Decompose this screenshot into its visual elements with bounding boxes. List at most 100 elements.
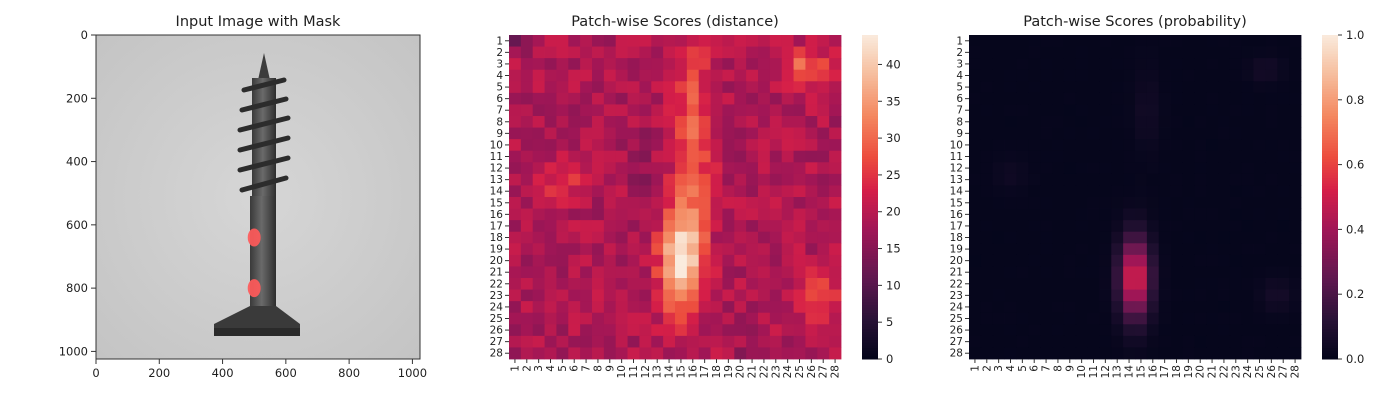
heatmap-cell [980, 289, 994, 302]
heatmap-cell [663, 116, 676, 128]
heatmap-cell [1289, 197, 1302, 209]
heatmap-cell [580, 312, 593, 325]
heatmap-cell [1087, 58, 1100, 71]
heatmap-cell [722, 150, 735, 163]
heatmap-cell [627, 46, 640, 59]
colorbar-segment [1322, 197, 1338, 201]
heatmap-cell [603, 243, 617, 256]
heatmap-cell [1218, 220, 1231, 233]
colorbar-segment [1322, 143, 1338, 147]
heatmap-cell [544, 220, 557, 233]
heatmap-cell [568, 254, 581, 267]
heatmap-cell [1229, 301, 1243, 314]
heatmap-cell [544, 197, 557, 209]
heatmap-cell [686, 254, 700, 267]
colorbar-segment [862, 70, 878, 74]
heatmap-cell [532, 162, 545, 175]
heatmap-cell [1052, 289, 1065, 302]
heatmap-cell [734, 197, 747, 209]
heatmap-cell [1229, 127, 1243, 140]
heatmap-cell [1075, 197, 1088, 209]
heatmap-cell [1229, 208, 1243, 221]
heatmap-cell [1265, 46, 1278, 59]
colorbar-segment [862, 89, 878, 93]
colorbar-segment [862, 302, 878, 306]
heatmap-cell [1040, 347, 1053, 360]
heatmap-cell [746, 116, 759, 128]
heatmap-x-tick-label: 21 [1207, 365, 1219, 378]
heatmap-cell [1004, 139, 1017, 152]
heatmap-cell [651, 162, 664, 175]
heatmap-cell [509, 139, 522, 152]
heatmap-cell [781, 243, 794, 256]
heatmap-y-tick-label: 8 [496, 116, 503, 128]
heatmap-cell [675, 312, 688, 325]
colorbar-segment [1322, 280, 1338, 284]
heatmap-cell [758, 104, 771, 117]
heatmap-cell [532, 335, 545, 348]
heatmap-cell [1241, 254, 1254, 267]
heatmap-cell [1135, 35, 1148, 47]
heatmap-cell [627, 150, 640, 163]
heatmap-cell [1099, 301, 1112, 314]
heatmap-cell [734, 312, 747, 325]
heatmap-cell [1146, 231, 1160, 244]
heatmap-cell [817, 312, 830, 325]
heatmap-x-tick-label: 27 [1278, 365, 1290, 378]
heatmap-cell [1253, 347, 1266, 360]
heatmap-cell [663, 231, 676, 244]
heatmap-cell [651, 104, 664, 117]
heatmap-x-tick-label: 12 [640, 365, 652, 378]
heatmap-cell [603, 139, 617, 152]
heatmap-cell [1289, 208, 1302, 221]
heatmap-cell [734, 116, 747, 128]
heatmap-cell [1277, 81, 1290, 94]
heatmap-cell [639, 289, 652, 302]
heatmap-cell [1265, 69, 1278, 82]
colorbar-segment [862, 205, 878, 209]
heatmap-cell [686, 162, 700, 175]
heatmap-cell [1218, 139, 1231, 152]
heatmap-cell [686, 231, 700, 244]
heatmap-cell [580, 69, 593, 82]
heatmap-cell [1063, 335, 1077, 348]
heatmap-cell [734, 81, 747, 94]
heatmap-cell [758, 127, 771, 140]
heatmap-y-tick-label: 8 [956, 116, 963, 128]
heatmap-cell [592, 69, 605, 82]
heatmap-cell [1218, 150, 1231, 163]
heatmap-cell [769, 220, 783, 233]
heatmap-cell [1277, 173, 1290, 186]
heatmap-cell [1289, 69, 1302, 82]
heatmap-cell [1123, 254, 1136, 267]
heatmap-cell [1206, 104, 1219, 117]
heatmap-cell [520, 197, 534, 209]
heatmap-cell [1052, 347, 1065, 360]
colorbar-segment [862, 323, 878, 328]
heatmap-cell [1218, 35, 1231, 47]
heatmap-cell [544, 116, 557, 128]
colorbar-segment [862, 194, 878, 198]
heatmap-cell [1004, 104, 1017, 117]
colorbar-segment [862, 151, 878, 155]
heatmap-cell [1265, 92, 1278, 105]
heatmap-y-tick-label: 21 [490, 267, 503, 279]
colorbar-segment [1322, 129, 1338, 133]
heatmap-y-tick-label: 4 [956, 70, 963, 82]
colorbar-segment [862, 143, 878, 147]
heatmap-cell [817, 266, 830, 279]
heatmap-cell [781, 220, 794, 233]
colorbar-segment [862, 121, 878, 125]
heatmap-cell [1146, 266, 1160, 279]
colorbar-segment [862, 221, 878, 225]
heatmap-cell [532, 324, 545, 337]
heatmap-cell [1241, 301, 1254, 314]
heatmap-cell [520, 347, 534, 360]
heatmap-cell [1004, 301, 1017, 314]
heatmap-cell [1265, 312, 1278, 325]
heatmap-cell [1170, 150, 1183, 163]
heatmap-cell [509, 173, 522, 186]
heatmap-cell [1052, 92, 1065, 105]
heatmap-cell [603, 185, 617, 198]
heatmap-cell [980, 208, 994, 221]
